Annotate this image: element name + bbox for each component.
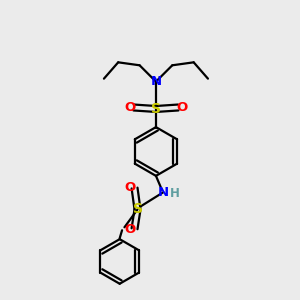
Text: O: O	[124, 223, 136, 236]
Text: O: O	[176, 101, 188, 114]
Text: N: N	[150, 74, 161, 88]
Text: O: O	[124, 181, 136, 194]
Text: S: S	[133, 202, 142, 216]
Text: H: H	[170, 187, 180, 200]
Text: S: S	[151, 102, 161, 116]
Text: O: O	[124, 101, 135, 114]
Text: N: N	[158, 186, 169, 199]
